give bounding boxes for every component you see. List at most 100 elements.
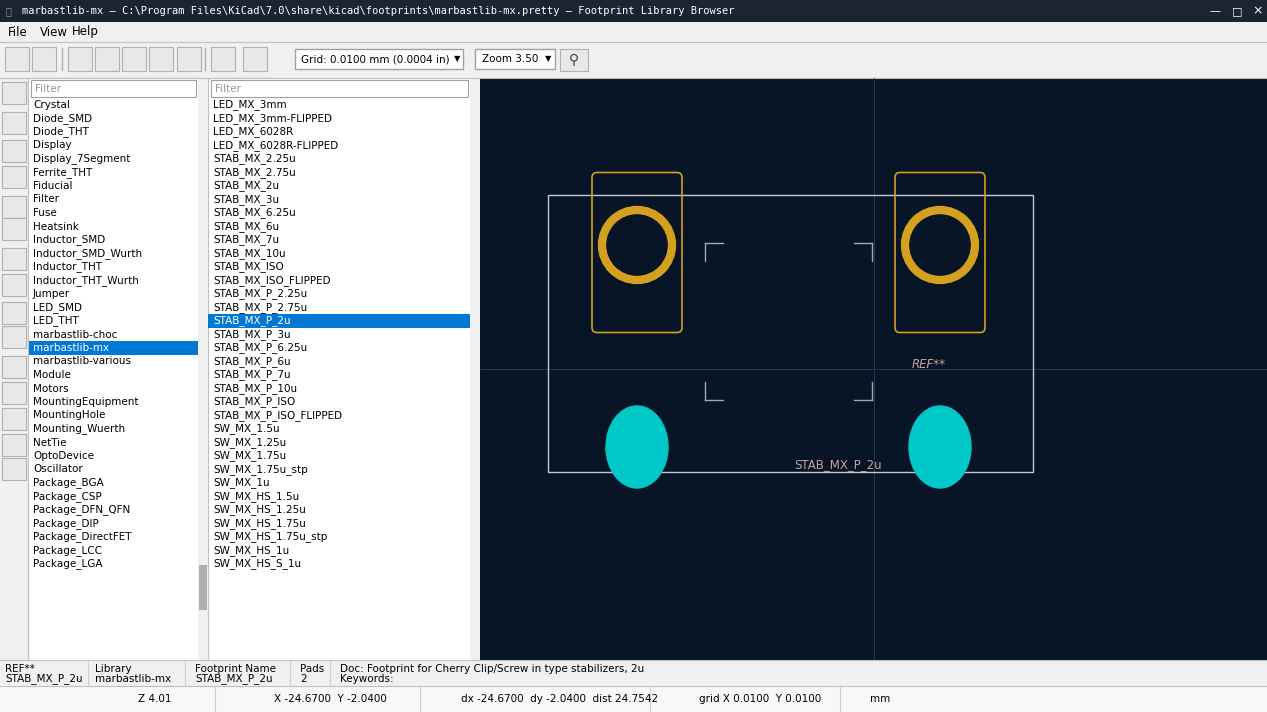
Text: SW_MX_1u: SW_MX_1u [213,478,270,488]
Point [568,296,588,308]
Point [892,459,912,470]
Point [585,548,606,560]
Point [982,170,1002,182]
Bar [28,341,208,355]
Point [837,188,858,199]
Point [837,422,858,434]
Point [478,135,498,146]
Point [1234,566,1254,577]
Point [982,513,1002,524]
Point [874,333,895,344]
Point [1107,135,1128,146]
Point [1000,278,1020,290]
Point [784,80,805,92]
Point [1072,494,1092,506]
Point [1197,459,1218,470]
Point [640,278,660,290]
Point [495,350,516,362]
Point [927,261,948,272]
Point [658,422,678,434]
Point [1162,566,1182,577]
Point [568,206,588,218]
Point [604,513,625,524]
Point [514,566,535,577]
Point [495,476,516,488]
Point [927,620,948,632]
Point [495,440,516,451]
Point [802,387,822,398]
Point [748,638,768,649]
Point [765,566,786,577]
Point [748,333,768,344]
Point [1144,278,1164,290]
Point [1144,476,1164,488]
Point [478,620,498,632]
Point [640,440,660,451]
Point [658,638,678,649]
Point [1000,242,1020,253]
Point [658,278,678,290]
Point [874,404,895,416]
Point [1107,620,1128,632]
Point [874,98,895,110]
Point [1126,116,1147,127]
Point [622,170,642,182]
Point [1072,80,1092,92]
Point [1072,368,1092,379]
Point [1144,530,1164,542]
Point [495,494,516,506]
Point [1252,80,1267,92]
Point [964,242,984,253]
Point [1090,261,1110,272]
Point [1162,585,1182,596]
Point [874,350,895,362]
Point [550,585,570,596]
Point [802,206,822,218]
Point [837,602,858,614]
Point [1197,548,1218,560]
Point [910,170,930,182]
Point [1234,278,1254,290]
Point [550,368,570,379]
Point [532,98,552,110]
Point [1216,440,1237,451]
Point [1180,387,1200,398]
Point [730,602,750,614]
Point [837,476,858,488]
Point [730,135,750,146]
Point [1072,548,1092,560]
Point [622,135,642,146]
Point [982,387,1002,398]
Bar [243,47,267,71]
Text: STAB_MX_2.25u: STAB_MX_2.25u [213,154,295,164]
Point [622,98,642,110]
Point [604,476,625,488]
Point [982,116,1002,127]
Point [765,422,786,434]
Point [622,459,642,470]
Point [927,513,948,524]
Point [982,261,1002,272]
Point [1252,368,1267,379]
Point [1162,314,1182,325]
Point [964,116,984,127]
Point [514,368,535,379]
Point [1072,513,1092,524]
Point [892,566,912,577]
Point [694,530,715,542]
Point [1054,135,1074,146]
Point [1252,602,1267,614]
Point [675,638,696,649]
Point [820,314,840,325]
Point [1000,188,1020,199]
Point [622,242,642,253]
Point [856,422,877,434]
Point [694,440,715,451]
Point [604,278,625,290]
Point [1017,422,1038,434]
Point [1017,152,1038,164]
Point [910,494,930,506]
Text: Package_LGA: Package_LGA [33,558,103,570]
Point [1180,476,1200,488]
Point [532,368,552,379]
